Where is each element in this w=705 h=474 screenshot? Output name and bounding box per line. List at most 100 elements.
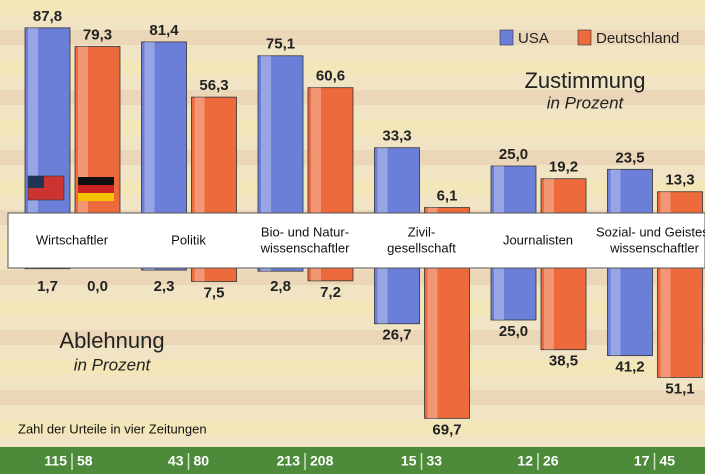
legend-swatch xyxy=(577,29,592,46)
value-label: 19,2 xyxy=(549,159,578,176)
value-label: 25,0 xyxy=(499,323,528,340)
value-label: 2,3 xyxy=(154,278,175,295)
counts-strip xyxy=(0,447,705,474)
count-label: 45 xyxy=(660,453,676,469)
count-label: 26 xyxy=(543,453,559,469)
bar-shade xyxy=(610,265,621,356)
value-label: 81,4 xyxy=(149,22,179,39)
legend-label: USA xyxy=(518,30,549,47)
bar-shade xyxy=(660,191,671,221)
category-label: Bio- und Natur- xyxy=(261,224,349,239)
category-label: Wirtschaftler xyxy=(36,232,109,247)
bar xyxy=(374,147,420,222)
bar xyxy=(307,87,354,222)
rejection-subtitle: in Prozent xyxy=(74,355,152,374)
stripe xyxy=(0,0,705,15)
bar-shade xyxy=(194,97,205,221)
bar-shade xyxy=(544,178,554,221)
value-label: 25,0 xyxy=(499,146,528,163)
bar-shade xyxy=(78,46,88,221)
approval-title: Zustimmung xyxy=(524,68,645,93)
bars xyxy=(24,27,703,419)
stripe xyxy=(0,330,705,345)
bar-shade xyxy=(660,265,671,378)
legend-swatch xyxy=(499,29,514,46)
bar xyxy=(191,96,237,222)
value-label: 1,7 xyxy=(37,278,58,295)
count-label: 58 xyxy=(77,453,93,469)
bar-shade xyxy=(194,265,205,282)
value-label: 13,3 xyxy=(665,172,694,189)
category-label: Zivil- xyxy=(408,224,435,239)
counts-title: Zahl der Urteile in vier Zeitungen xyxy=(18,421,207,436)
bar xyxy=(540,264,587,351)
bar xyxy=(374,264,420,325)
bar xyxy=(607,168,653,222)
bar-shade xyxy=(427,265,438,419)
count-label: 43 xyxy=(168,453,184,469)
approval-subtitle: in Prozent xyxy=(547,93,625,112)
bar xyxy=(424,264,470,419)
count-label: 33 xyxy=(427,453,443,469)
count-label: 213 xyxy=(277,453,301,469)
value-label: 33,3 xyxy=(382,128,411,145)
value-label: 6,1 xyxy=(437,188,458,205)
bar-shade xyxy=(610,169,621,221)
value-label: 51,1 xyxy=(665,380,694,397)
count-label: 80 xyxy=(194,453,210,469)
bar xyxy=(490,264,537,321)
value-label: 69,7 xyxy=(432,421,461,438)
bar-shade xyxy=(311,265,321,281)
category-label: Journalisten xyxy=(503,232,573,247)
bar-shade xyxy=(261,55,271,221)
flag-usa-canton xyxy=(28,176,44,188)
value-label: 41,2 xyxy=(615,359,644,376)
bar-shade xyxy=(377,147,388,221)
bar-shade xyxy=(144,41,155,221)
bar-shade xyxy=(494,265,504,320)
category-label: Politik xyxy=(171,232,206,247)
value-label: 7,2 xyxy=(320,284,341,301)
value-label: 2,8 xyxy=(270,278,291,295)
rejection-title: Ablehnung xyxy=(59,328,164,353)
flag-de xyxy=(78,177,114,185)
flag-de xyxy=(78,185,114,193)
count-label: 17 xyxy=(634,453,650,469)
label-band xyxy=(7,212,705,269)
count-label: 208 xyxy=(310,453,334,469)
value-label: 79,3 xyxy=(83,27,112,44)
bar xyxy=(490,165,537,222)
value-label: 38,5 xyxy=(549,353,578,370)
bar-shade xyxy=(377,265,388,324)
bar-shade xyxy=(311,87,321,222)
bar xyxy=(257,55,304,222)
legend-label: Deutschland xyxy=(596,30,679,47)
category-label: wissenschaftler xyxy=(609,240,700,255)
value-label: 23,5 xyxy=(615,149,644,166)
bar xyxy=(141,41,187,222)
category-label: Sozial- und Geistes- xyxy=(596,224,705,239)
stripe xyxy=(0,360,705,375)
value-label: 26,7 xyxy=(382,327,411,344)
category-label: wissenschaftler xyxy=(260,240,351,255)
flag-de xyxy=(78,193,114,201)
value-label: 60,6 xyxy=(316,68,345,85)
value-label: 75,1 xyxy=(266,36,295,53)
value-label: 7,5 xyxy=(204,284,225,301)
count-label: 12 xyxy=(517,453,533,469)
bar-shade xyxy=(544,265,554,350)
value-label: 56,3 xyxy=(199,77,228,94)
stripe xyxy=(0,420,705,435)
stripe xyxy=(0,30,705,45)
bar xyxy=(607,264,653,357)
stripe xyxy=(0,300,705,315)
value-label: 0,0 xyxy=(87,278,108,295)
category-label: gesellschaft xyxy=(387,240,456,255)
stripe xyxy=(0,390,705,405)
count-label: 15 xyxy=(401,453,417,469)
value-label: 87,8 xyxy=(33,8,62,25)
bar-shade xyxy=(494,166,504,221)
count-label: 115 xyxy=(44,453,67,469)
bar-shade xyxy=(28,27,38,222)
